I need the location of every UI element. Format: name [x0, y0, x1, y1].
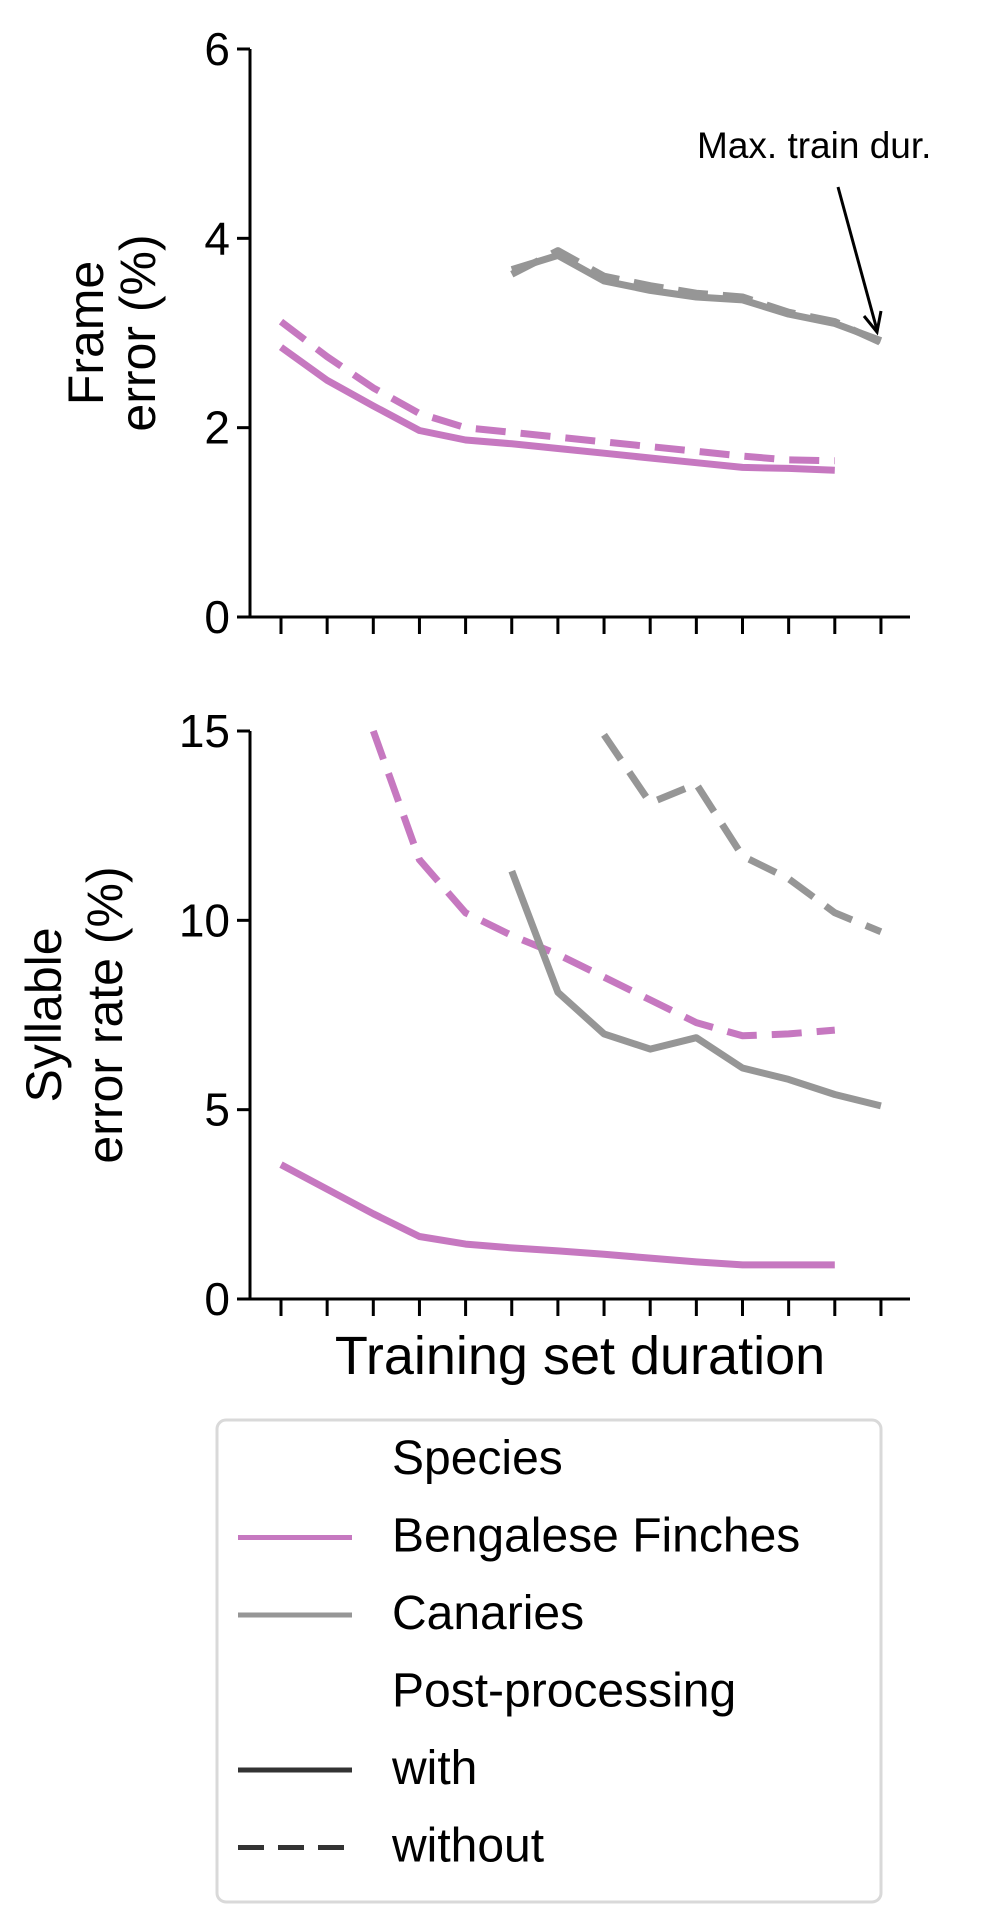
y-tick-label: 5	[204, 1084, 230, 1136]
arrow-head-icon	[862, 310, 883, 336]
series-line-canaries-without	[601, 732, 883, 935]
legend: Species Bengalese Finches Canaries Post-pro…	[215, 1418, 883, 1904]
annotation-text: Max. train dur.	[697, 125, 931, 166]
legend-entry-label: Canaries	[392, 1587, 584, 1640]
y-tick-label: 2	[204, 402, 230, 454]
series-line-bengalese-finches-without	[370, 729, 836, 1040]
y-tick-label: 6	[204, 23, 230, 75]
legend-header: Post-processing	[392, 1665, 736, 1718]
y-tick-label: 0	[204, 591, 230, 643]
legend-entry-label: Bengalese Finches	[392, 1510, 800, 1563]
y-tick-label: 15	[179, 705, 230, 757]
legend-entry-label: without	[391, 1820, 544, 1873]
series-line-bengalese-finches-without	[278, 318, 835, 465]
legend-box	[215, 1418, 883, 1904]
y-tick-label: 0	[204, 1273, 230, 1325]
max-train-annotation: Max. train dur.	[697, 125, 931, 336]
series-line-bengalese-finches-with	[279, 1161, 835, 1269]
series-line-bengalese-finches-with	[278, 344, 835, 474]
y-axis-label: Syllable	[16, 927, 72, 1102]
y-axis-label: error (%)	[110, 234, 166, 431]
series-line-canaries-with	[508, 869, 882, 1110]
series-line-canaries-with	[510, 251, 883, 344]
x-axis-label: Training set duration	[335, 1326, 825, 1386]
annotation-arrow	[836, 186, 879, 331]
y-axis-label: error rate (%)	[77, 866, 133, 1163]
y-axis-label: Frame	[58, 261, 114, 405]
syllable-error-panel: 0 5 10 15 Syllable error rate (%) Training set…	[16, 705, 910, 1386]
series-line-canaries-without	[510, 247, 883, 346]
legend-header: Species	[392, 1432, 563, 1485]
y-tick-label: 10	[179, 894, 230, 946]
y-tick-label: 4	[204, 212, 230, 264]
legend-entry-label: with	[391, 1742, 477, 1795]
